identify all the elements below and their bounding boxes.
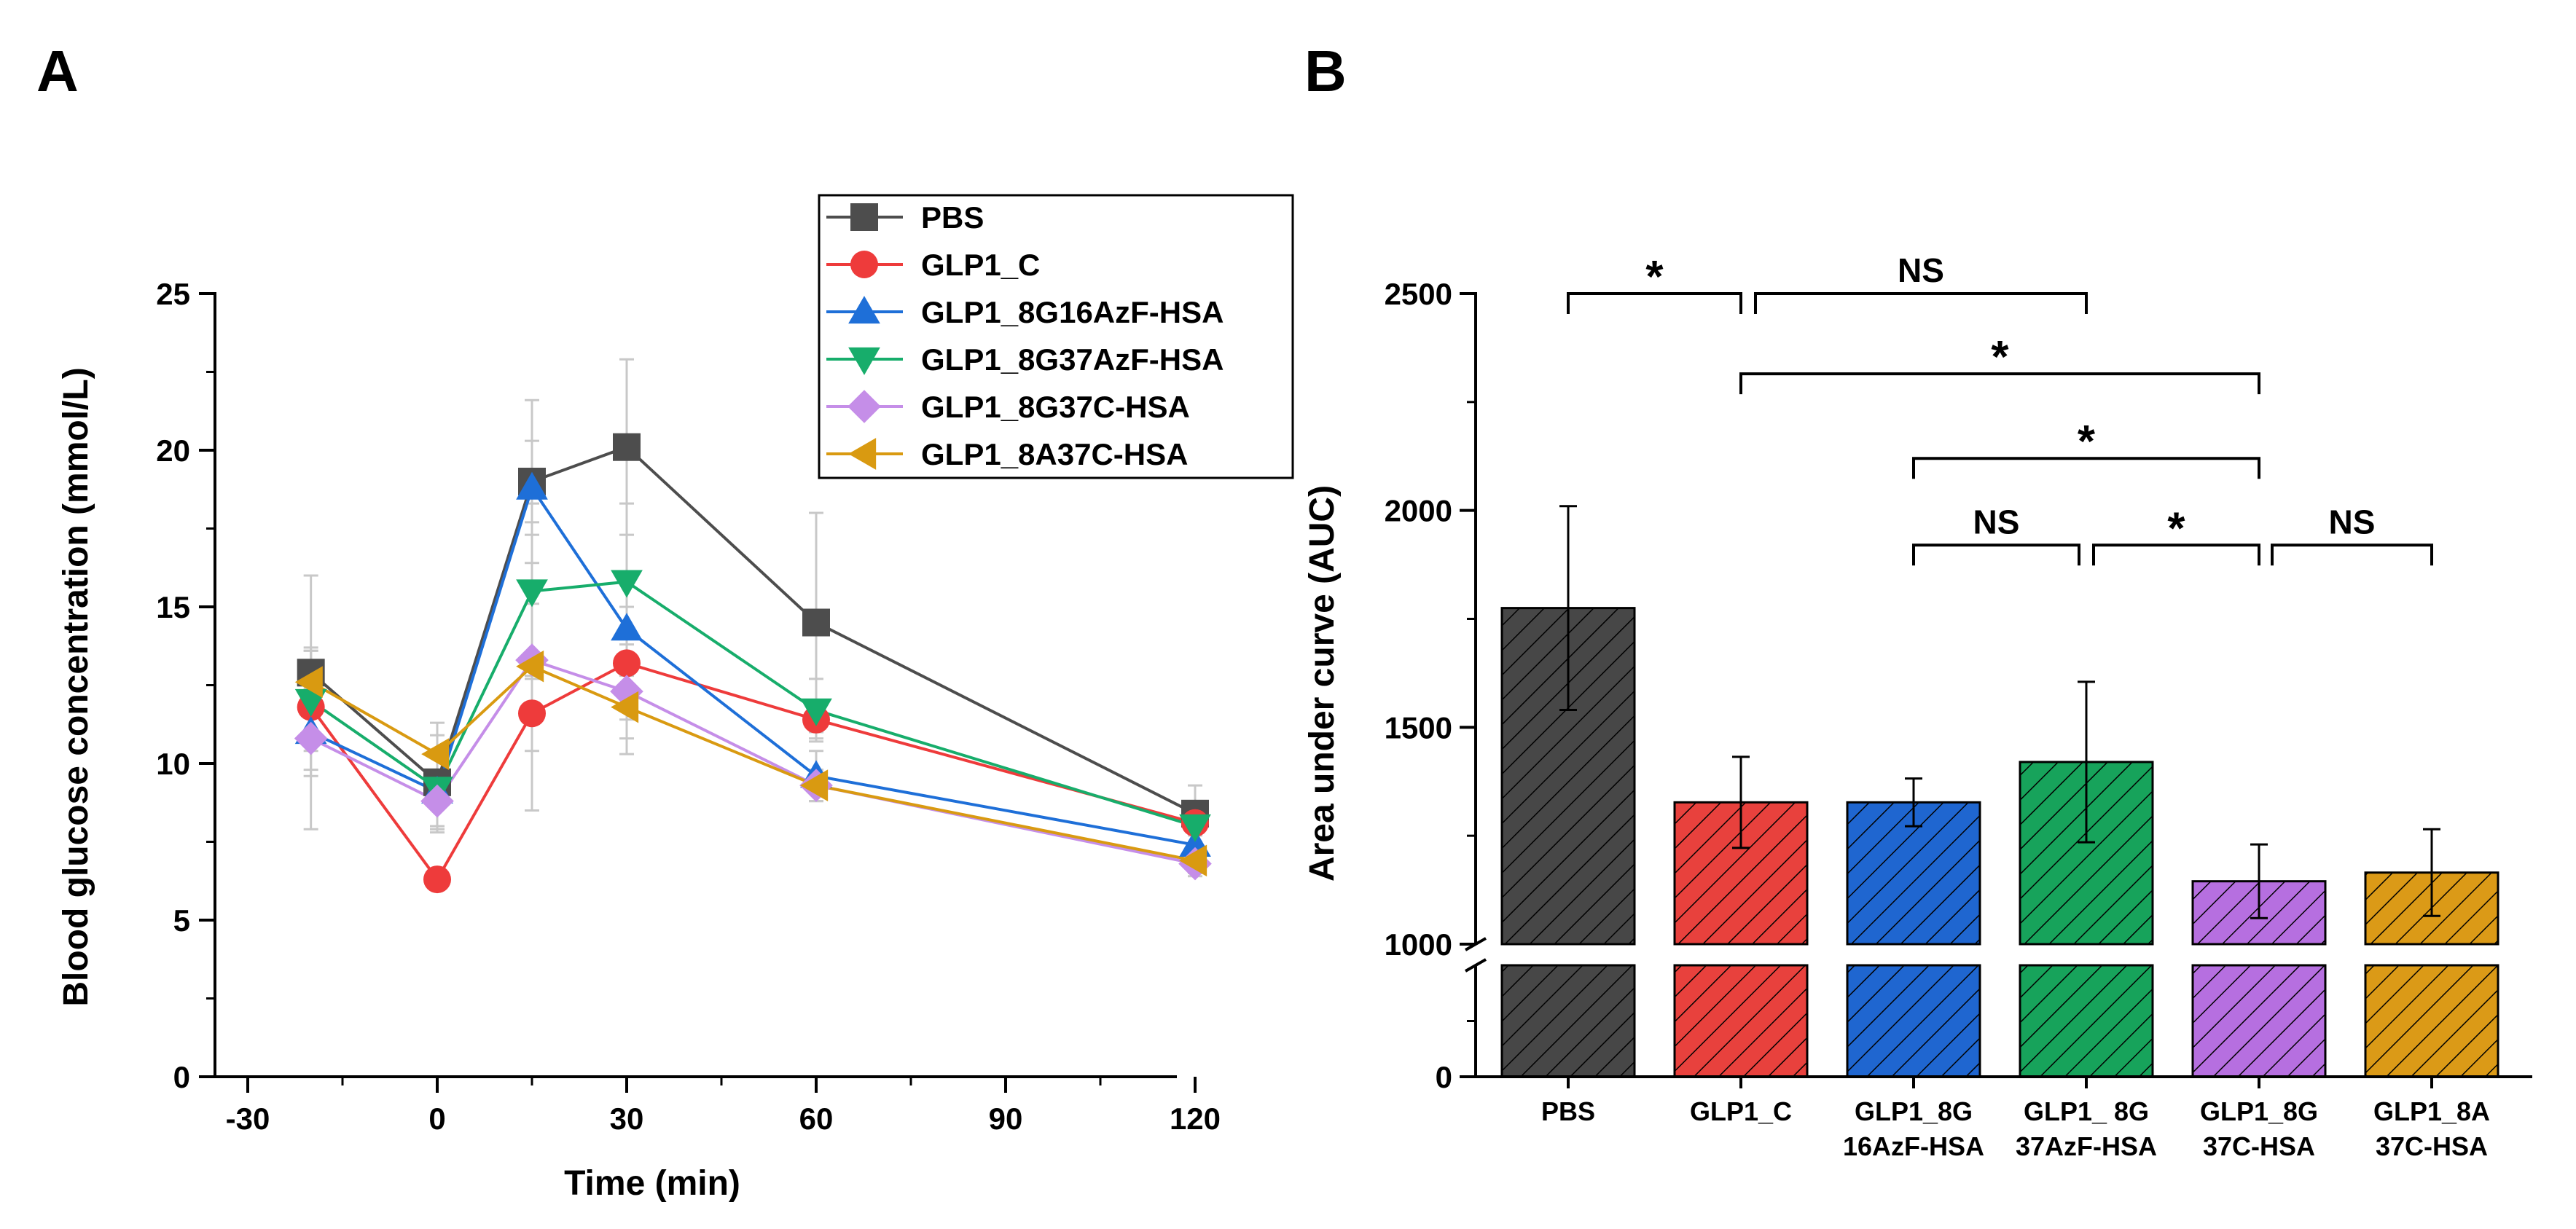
panel-b-category-label: 16AzF-HSA bbox=[1843, 1131, 1984, 1161]
significance-label: * bbox=[2078, 417, 2096, 467]
panel-b-y-axis-label: Area under curve (AUC) bbox=[1303, 485, 1342, 881]
panel-b-category-label: GLP1_C bbox=[1690, 1096, 1792, 1126]
axis-break-band bbox=[1468, 947, 2534, 962]
data-point-glp1-c bbox=[518, 699, 546, 728]
legend-box bbox=[818, 194, 1294, 479]
panel-b-category-label: 37C-HSA bbox=[2203, 1131, 2315, 1161]
legend-label-glp1-8g37c-hsa: GLP1_8G37C-HSA bbox=[921, 390, 1190, 424]
data-point-glp1-8a37c-hsa bbox=[1179, 844, 1207, 877]
panel-a-y-tick-label: 20 bbox=[156, 433, 190, 468]
panel-a-x-tick-label: 0 bbox=[428, 1102, 445, 1136]
bar-4-lower-hatch bbox=[2020, 965, 2153, 1077]
data-point-glp1-8g37azf-hsa bbox=[611, 570, 643, 598]
data-point-glp1-8g37c-hsa bbox=[610, 675, 643, 708]
panel-a-x-tick-label: 120 bbox=[1170, 1102, 1221, 1136]
panel-a-line-chart: 0 5 10 15 20 25 -30 0 30 60 90 120 Time (min) Blood… bbox=[57, 194, 1294, 1203]
panel-a-x-tick-label: -30 bbox=[226, 1102, 270, 1136]
legend-marker-pbs bbox=[850, 203, 878, 231]
data-point-glp1-c bbox=[423, 865, 451, 894]
data-point-glp1-8g16azf-hsa bbox=[611, 613, 643, 641]
legend-label-pbs: PBS bbox=[921, 200, 984, 235]
panel-a-legend: PBS GLP1_C GLP1_8G16AzF-HSA GLP1_8G37AzF-HS… bbox=[818, 194, 1294, 479]
legend-marker-glp1-c bbox=[850, 251, 878, 278]
panel-b-category-label: 37C-HSA bbox=[2376, 1131, 2488, 1161]
data-point-glp1-8g37c-hsa bbox=[420, 784, 454, 818]
legend-marker-glp1-8g16azf-hsa bbox=[848, 296, 880, 324]
legend-label-glp1-8g16azf-hsa: GLP1_8G16AzF-HSA bbox=[921, 295, 1224, 329]
panel-a-x-tick-label: 60 bbox=[799, 1102, 834, 1136]
series-line-pbs bbox=[310, 445, 1196, 815]
panel-a-y-tick-label: 5 bbox=[173, 903, 190, 938]
data-point-glp1-8a37c-hsa bbox=[294, 666, 323, 699]
data-point-glp1-8g37azf-hsa bbox=[800, 698, 832, 726]
significance-label: NS bbox=[1973, 503, 2020, 541]
bar-6-lower-hatch bbox=[2365, 965, 2498, 1077]
panel-b-y-tick-label: 1500 bbox=[1385, 710, 1452, 745]
panel-a-y-tick-label: 25 bbox=[156, 277, 190, 311]
significance-bracket bbox=[1567, 292, 1742, 314]
data-point-glp1-8g16azf-hsa bbox=[516, 471, 548, 500]
legend-label-glp1-c: GLP1_C bbox=[921, 248, 1040, 282]
bar-5-lower-hatch bbox=[2193, 965, 2325, 1077]
data-point-glp1-8g37azf-hsa bbox=[1179, 814, 1211, 842]
panel-b-y-tick-label: 2500 bbox=[1385, 277, 1452, 311]
significance-bracket bbox=[2271, 543, 2433, 566]
legend-label-glp1-8g37azf-hsa: GLP1_8G37AzF-HSA bbox=[921, 342, 1224, 377]
panel-b-category-label: 37AzF-HSA bbox=[2016, 1131, 2157, 1161]
panel-a-x-axis-label: Time (min) bbox=[564, 1164, 740, 1203]
panel-b-y-tick-label: 1000 bbox=[1385, 927, 1452, 962]
series-line-glp1-8g16azf-hsa bbox=[310, 484, 1196, 847]
significance-label: * bbox=[2167, 503, 2185, 554]
significance-bracket bbox=[1754, 292, 2088, 314]
legend-label-glp1-8a37c-hsa: GLP1_8A37C-HSA bbox=[921, 437, 1188, 471]
significance-bracket bbox=[1739, 372, 2260, 395]
panel-b-category-label: PBS bbox=[1541, 1096, 1595, 1126]
panel-a-x-tick-label: 90 bbox=[989, 1102, 1023, 1136]
significance-bracket bbox=[1912, 543, 2080, 566]
panel-a-y-tick-label: 0 bbox=[173, 1060, 190, 1094]
significance-label: NS bbox=[2329, 503, 2376, 541]
bar-1-lower-hatch bbox=[1502, 965, 1635, 1077]
data-point-glp1-8g37c-hsa bbox=[294, 721, 328, 755]
panel-b-category-label: GLP1_8G bbox=[1855, 1096, 1973, 1126]
bar-3-lower-hatch bbox=[1847, 965, 1980, 1077]
panel-b-category-label: GLP1_ 8G bbox=[2024, 1096, 2149, 1126]
panel-b-category-label: GLP1_8G bbox=[2200, 1096, 2318, 1126]
legend-marker-glp1-8g37c-hsa bbox=[847, 390, 881, 423]
significance-label: * bbox=[1991, 332, 2009, 382]
panel-a-x-tick-label: 30 bbox=[610, 1102, 644, 1136]
panel-b-category-label: GLP1_8A bbox=[2373, 1096, 2490, 1126]
data-point-pbs bbox=[802, 608, 830, 637]
data-point-glp1-8a37c-hsa bbox=[516, 650, 544, 683]
panel-label-a: A bbox=[36, 39, 79, 103]
panel-b-y-tick-label: 0 bbox=[1436, 1060, 1452, 1094]
legend-marker-glp1-8a37c-hsa bbox=[848, 438, 877, 470]
panel-b-y-tick-label: 2000 bbox=[1385, 494, 1452, 528]
legend-marker-glp1-8g37azf-hsa bbox=[848, 347, 880, 375]
significance-bracket bbox=[2092, 543, 2260, 566]
panel-label-b: B bbox=[1304, 39, 1347, 103]
panel-a-y-tick-label: 15 bbox=[156, 590, 190, 624]
series-line-glp1-8a37c-hsa bbox=[310, 664, 1196, 863]
data-point-pbs bbox=[613, 433, 641, 461]
significance-label: * bbox=[1645, 252, 1664, 302]
data-point-glp1-8g37azf-hsa bbox=[294, 688, 327, 717]
panel-a-y-axis-label: Blood glucose concentration (mmol/L) bbox=[57, 367, 95, 1006]
significance-bracket bbox=[1912, 457, 2260, 479]
data-point-glp1-8a37c-hsa bbox=[611, 691, 639, 723]
data-point-glp1-8a37c-hsa bbox=[421, 738, 450, 770]
axis-break-mark bbox=[1465, 958, 1487, 973]
data-point-glp1-8g37azf-hsa bbox=[516, 579, 548, 608]
data-point-glp1-c bbox=[613, 649, 641, 678]
significance-label: NS bbox=[1898, 251, 1944, 289]
series-line-glp1-8g37azf-hsa bbox=[310, 580, 1196, 828]
data-point-glp1-8a37c-hsa bbox=[800, 769, 829, 801]
panel-a-y-tick-label: 10 bbox=[156, 747, 190, 781]
bar-2-lower-hatch bbox=[1675, 965, 1807, 1077]
panel-b-bar-chart: 0 1000 1500 2000 2500 * NS * * NS * NS PBS GLP1_C GL… bbox=[1303, 251, 2534, 1161]
